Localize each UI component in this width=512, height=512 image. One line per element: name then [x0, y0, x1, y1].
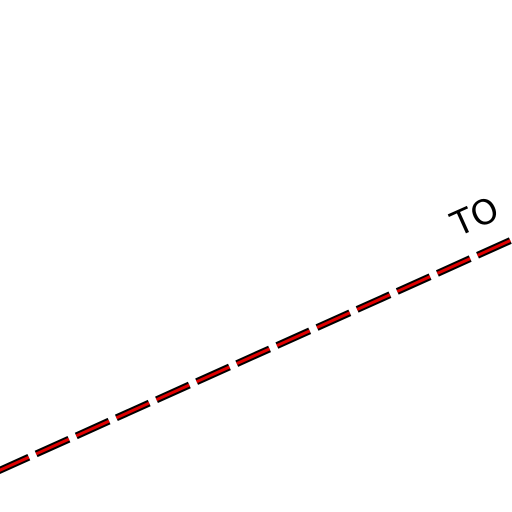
- road-label: TO: [444, 189, 505, 245]
- road-line-dash: [0, 238, 512, 472]
- road-line[interactable]: [0, 235, 512, 475]
